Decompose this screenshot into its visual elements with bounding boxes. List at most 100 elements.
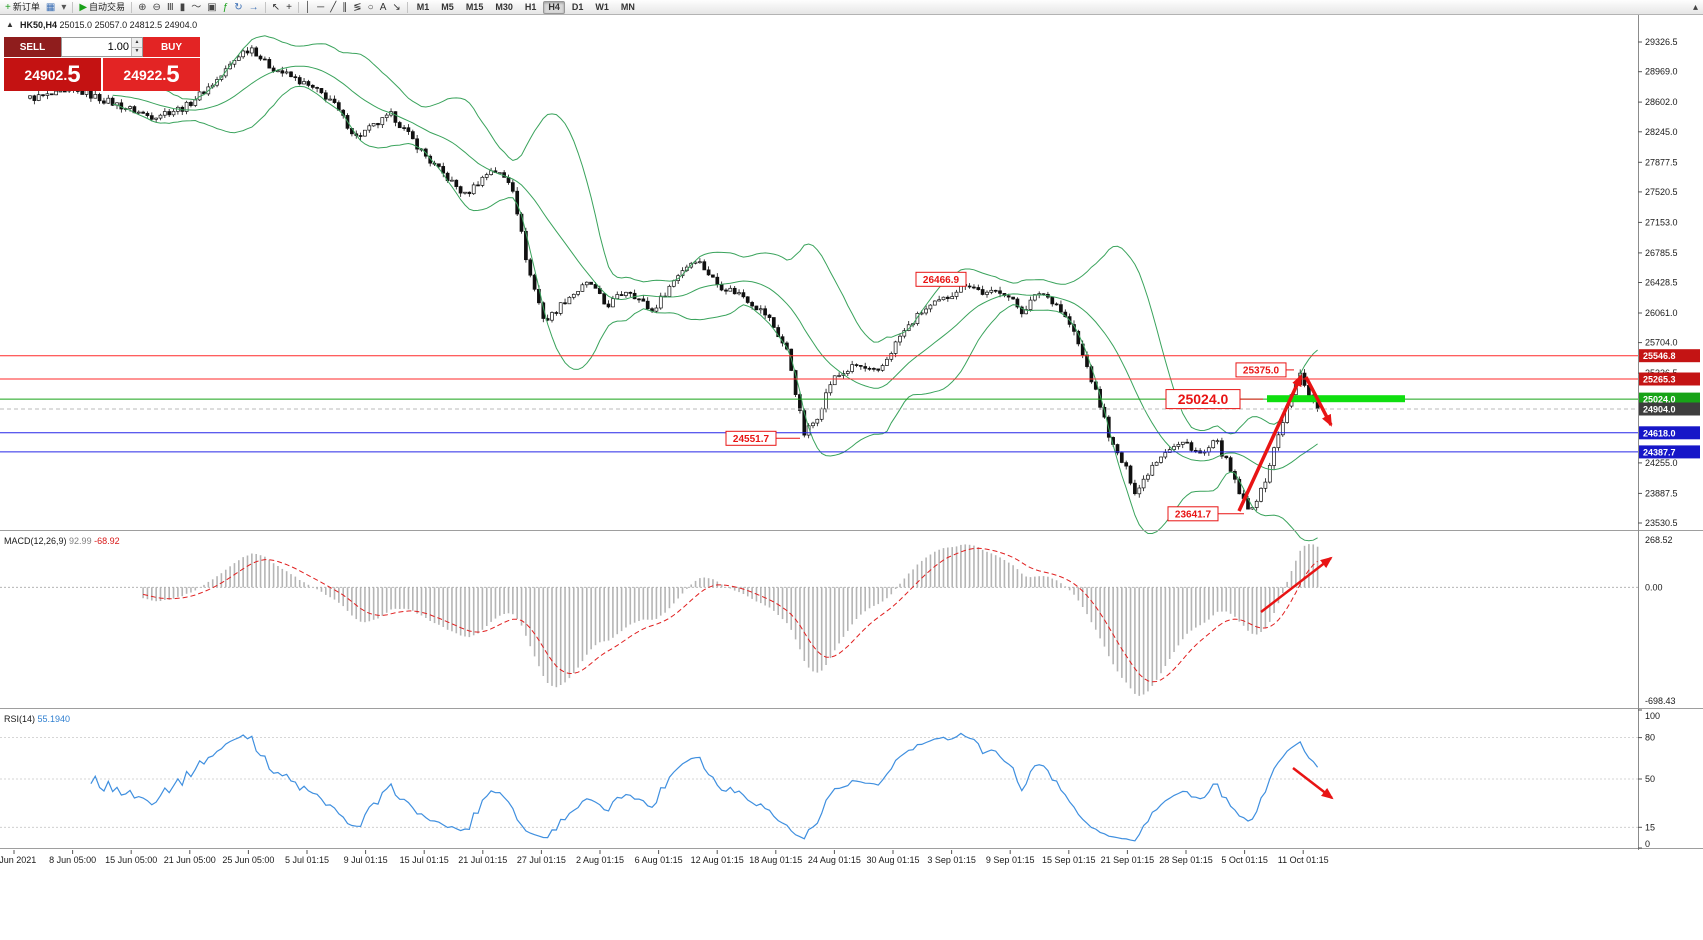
profiles-button[interactable]: ▾ [58, 1, 69, 14]
timeframe-m15-button[interactable]: M15 [465, 2, 484, 12]
time-axis-label: 15 Jun 05:00 [105, 855, 157, 865]
one-click-collapse-button[interactable]: ▲ [6, 20, 14, 29]
time-axis-label: 28 Sep 01:15 [1159, 855, 1213, 865]
price-axis-label: 27153.0 [1645, 217, 1678, 227]
price-badge-text: 25546.8 [1643, 351, 1676, 361]
ohlc-values: 25015.0 25057.0 24812.5 24904.0 [59, 20, 198, 30]
zoom-in-button[interactable]: ⊕ [135, 1, 149, 14]
candle-chart-button[interactable]: ▮ [177, 1, 189, 14]
indicators-button[interactable]: ƒ [220, 1, 232, 14]
buy-price-main: 24922. [123, 66, 167, 83]
time-axis-label: 11 Oct 01:15 [1278, 855, 1329, 865]
tile-windows-icon: ▣ [207, 1, 217, 13]
volume-input[interactable] [62, 38, 131, 56]
time-axis-label: 21 Jun 05:00 [164, 855, 216, 865]
symbol-name: HK50,H4 [20, 20, 58, 30]
rsi-name: RSI(14) [4, 714, 36, 724]
timeframe-w1-button[interactable]: W1 [595, 2, 609, 12]
cursor-button[interactable]: ↖ [269, 1, 283, 14]
price-axis-label: 27520.5 [1645, 187, 1678, 197]
fibonacci-icon: ≶ [353, 1, 362, 13]
price-axis-label: 26428.5 [1645, 278, 1678, 288]
rsi-down-arrow[interactable] [1292, 767, 1334, 800]
rsi-axis-label: 15 [1645, 822, 1655, 832]
trend-up-arrow[interactable] [1237, 374, 1303, 512]
vertical-line-icon: │ [304, 1, 312, 13]
autotrading-button-label: 自动交易 [89, 1, 126, 12]
price-annotation-25024.0[interactable] [1165, 389, 1241, 410]
chart-shift-button[interactable]: → [246, 1, 262, 14]
macd-value-main: 92.99 [69, 536, 92, 546]
new-order-button[interactable]: + 新订单 [2, 1, 43, 14]
time-axis-label: 15 Sep 01:15 [1042, 855, 1096, 865]
sell-button[interactable]: SELL [4, 37, 61, 57]
autotrading-button[interactable]: ▶ 自动交易 [76, 1, 128, 14]
zoom-out-button[interactable]: ⊖ [149, 1, 163, 14]
new-order-icon: + [5, 1, 11, 13]
highlight-zone[interactable] [1267, 395, 1405, 403]
macd-up-arrow[interactable] [1260, 556, 1333, 613]
toolbar-more-button[interactable]: ▴ [1692, 1, 1698, 13]
fibonacci-button[interactable]: ≶ [350, 1, 364, 14]
trendline-button[interactable]: ╱ [327, 1, 339, 14]
time-axis-label: 21 Jul 01:15 [458, 855, 507, 865]
toolbar: + 新订单 ▦ ▾ ▶ 自动交易 ⊕ ⊖ Ⅲ ▮ ～ ▣ ƒ ↻ → ↖ + │ ─ ╱ ∥ ≶ ○ A ↘ M1 M5 M15 M30… [0, 0, 1703, 15]
bollinger-lower-band [112, 85, 1318, 542]
chart-window-button[interactable]: ▦ [43, 1, 58, 14]
buy-button[interactable]: BUY [143, 37, 200, 57]
price-badge-24387.7 [1639, 445, 1700, 459]
price-badge-24618.0 [1639, 426, 1700, 440]
buy-price[interactable]: 24922. 5 [103, 58, 200, 91]
auto-scroll-button[interactable]: ↻ [231, 1, 245, 14]
timeframe-mn-button[interactable]: MN [620, 2, 635, 12]
timeframe-m30-button[interactable]: M30 [495, 2, 513, 12]
volume-down-button[interactable]: ▼ [132, 46, 142, 56]
price-annotation-23641.7[interactable] [1167, 506, 1219, 522]
pullback-down-arrow[interactable] [1304, 376, 1333, 427]
horizontal-line-button[interactable]: ─ [314, 1, 327, 14]
toolbar-separator [297, 1, 299, 13]
price-annotation-26466.9[interactable] [915, 271, 967, 287]
price-annotation-text: 25375.0 [1243, 365, 1280, 376]
volume-field: ▲ ▼ [61, 37, 143, 57]
channel-button[interactable]: ∥ [339, 1, 350, 14]
price-annotation-25375.0[interactable] [1235, 362, 1287, 378]
time-axis-label: 27 Jul 01:15 [517, 855, 566, 865]
volume-spinner: ▲ ▼ [131, 38, 142, 56]
shapes-button[interactable]: ○ [365, 1, 377, 14]
sell-price[interactable]: 24902. 5 [4, 58, 101, 91]
price-badge-text: 24904.0 [1643, 405, 1676, 415]
toolbar-separator [131, 1, 133, 13]
zoom-out-icon: ⊖ [152, 1, 161, 13]
price-annotation-24551.7[interactable] [725, 430, 777, 446]
line-chart-button[interactable]: ～ [188, 1, 204, 14]
timeframe-m5-button[interactable]: M5 [441, 2, 454, 12]
vertical-line-button[interactable]: │ [302, 1, 314, 14]
timeframe-m1-button[interactable]: M1 [416, 2, 430, 12]
time-axis-label: 18 Aug 01:15 [749, 855, 802, 865]
price-annotation-text: 23641.7 [1175, 509, 1212, 520]
time-axis-label: 12 Aug 01:15 [691, 855, 744, 865]
price-axis-label: 28969.0 [1645, 67, 1678, 77]
timeframe-h1-button[interactable]: H1 [524, 2, 537, 12]
arrow-tool-button[interactable]: ↘ [389, 1, 403, 14]
crosshair-button[interactable]: + [283, 1, 295, 14]
channel-icon: ∥ [342, 1, 348, 13]
price-axis-label: 28602.0 [1645, 97, 1678, 107]
macd-histogram [142, 544, 1319, 696]
bollinger-upper-band [112, 35, 1318, 435]
tile-windows-button[interactable]: ▣ [204, 1, 219, 14]
zoom-in-icon: ⊕ [138, 1, 147, 13]
volume-up-button[interactable]: ▲ [132, 38, 142, 47]
cursor-icon: ↖ [271, 1, 281, 13]
timeframe-d1-button[interactable]: D1 [571, 2, 584, 12]
time-axis-label: 21 Sep 01:15 [1101, 855, 1155, 865]
indicators-icon: ƒ [222, 1, 229, 13]
chart-window-icon: ▦ [45, 1, 56, 13]
buy-price-big-digit: 5 [166, 60, 180, 88]
bar-chart-button[interactable]: Ⅲ [164, 1, 177, 14]
timeframe-h4-button[interactable]: H4 [543, 0, 565, 14]
candle-chart-icon: ▮ [179, 1, 186, 13]
text-button[interactable]: A [377, 1, 390, 14]
